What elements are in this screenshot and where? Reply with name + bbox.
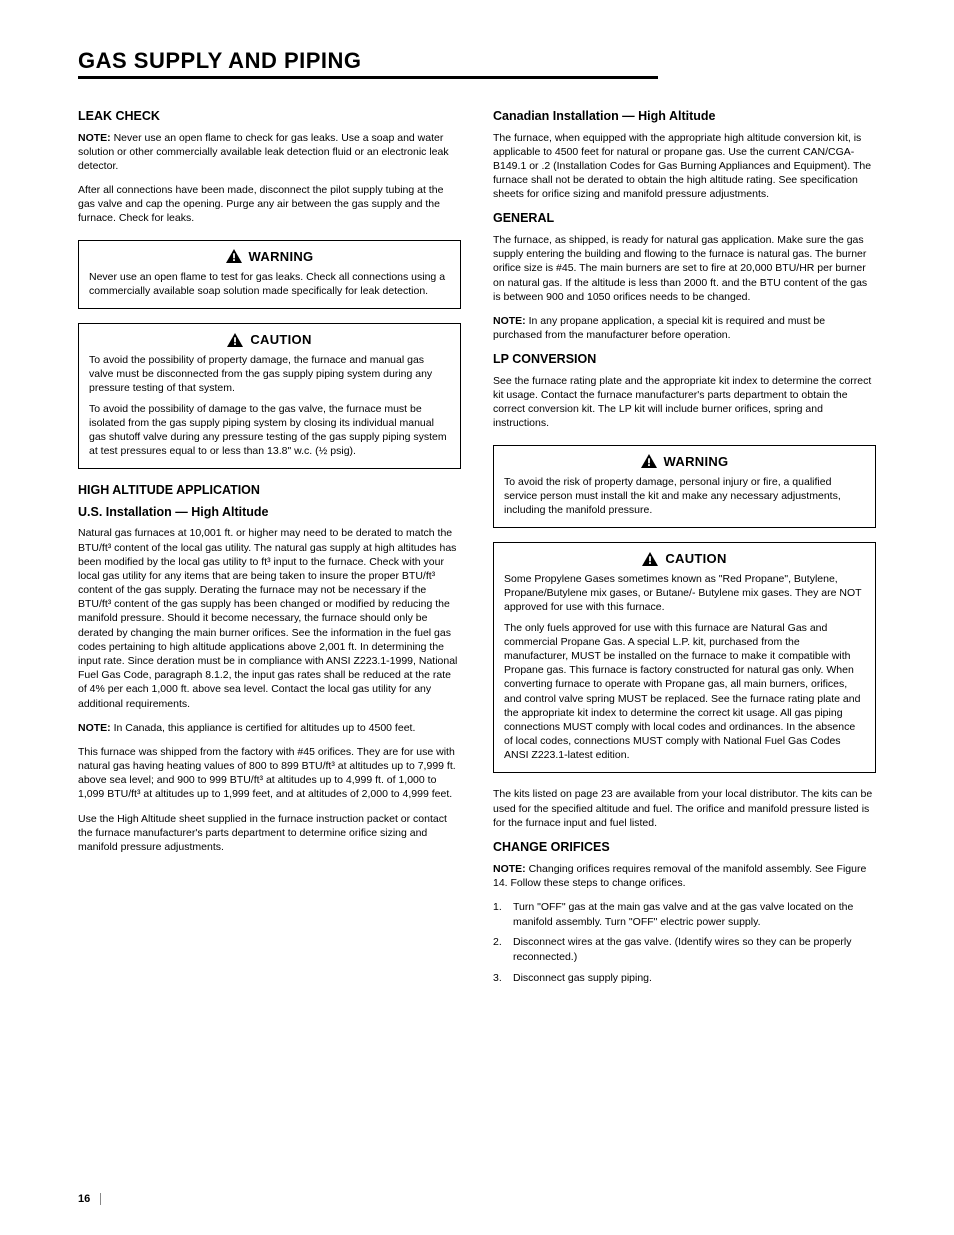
warning-text: Never use an open flame to test for gas …	[89, 270, 450, 298]
canada-note-text: In Canada, this appliance is certified f…	[111, 722, 416, 734]
high-altitude-heading: HIGH ALTITUDE APPLICATION	[78, 483, 461, 499]
note-label: NOTE:	[78, 132, 111, 144]
step-text: Disconnect wires at the gas valve. (Iden…	[513, 935, 876, 964]
step-item: 3. Disconnect gas supply piping.	[493, 971, 876, 986]
leak-check-note-text: Never use an open flame to check for gas…	[78, 132, 449, 172]
alert-triangle-icon	[641, 454, 657, 468]
warning-box-right: WARNING To avoid the risk of property da…	[493, 445, 876, 529]
propane-note-text: In any propane application, a special ki…	[493, 315, 825, 341]
high-altitude-subheading: U.S. Installation — High Altitude	[78, 505, 461, 521]
alert-triangle-icon	[226, 249, 242, 263]
general-para: The furnace, as shipped, is ready for na…	[493, 233, 876, 304]
warning-text-right: To avoid the risk of property damage, pe…	[504, 475, 865, 518]
leak-check-para2: After all connections have been made, di…	[78, 183, 461, 226]
caution-right-p1: Some Propylene Gases sometimes known as …	[504, 572, 865, 615]
caution-box-left: CAUTION To avoid the possibility of prop…	[78, 323, 461, 469]
manual-page: GAS SUPPLY AND PIPING LEAK CHECK NOTE: N…	[0, 0, 954, 1235]
kit-availability-para: The kits listed on page 23 are available…	[493, 787, 876, 830]
section-title: GAS SUPPLY AND PIPING	[78, 48, 658, 79]
change-orifices-heading: CHANGE ORIFICES	[493, 840, 876, 856]
warning-label-right: WARNING	[664, 454, 729, 469]
step-number: 3.	[493, 971, 507, 986]
high-altitude-p1: Natural gas furnaces at 10,001 ft. or hi…	[78, 526, 461, 710]
caution-label: CAUTION	[250, 332, 311, 347]
caution-right-p2: The only fuels approved for use with thi…	[504, 621, 865, 763]
caution-p1: To avoid the possibility of property dam…	[89, 353, 450, 396]
lp-conversion-heading: LP CONVERSION	[493, 352, 876, 368]
caution-label-right: CAUTION	[665, 551, 726, 566]
warning-box-header-right: WARNING	[504, 454, 865, 469]
altitude-sheet-para: Use the High Altitude sheet supplied in …	[78, 812, 461, 855]
change-orifices-note: NOTE: Changing orifices requires removal…	[493, 862, 876, 890]
note-label: NOTE:	[493, 863, 526, 875]
warning-label: WARNING	[249, 249, 314, 264]
leak-check-note: NOTE: Never use an open flame to check f…	[78, 131, 461, 174]
step-number: 2.	[493, 935, 507, 964]
step-text: Turn "OFF" gas at the main gas valve and…	[513, 900, 876, 929]
caution-box-header: CAUTION	[89, 332, 450, 347]
step-item: 2. Disconnect wires at the gas valve. (I…	[493, 935, 876, 964]
two-column-layout: LEAK CHECK NOTE: Never use an open flame…	[78, 99, 876, 991]
orifice-para: This furnace was shipped from the factor…	[78, 745, 461, 802]
leak-check-heading: LEAK CHECK	[78, 109, 461, 125]
caution-box-header-right: CAUTION	[504, 551, 865, 566]
canada-note: NOTE: In Canada, this appliance is certi…	[78, 721, 461, 735]
step-item: 1. Turn "OFF" gas at the main gas valve …	[493, 900, 876, 929]
caution-box-right: CAUTION Some Propylene Gases sometimes k…	[493, 542, 876, 773]
general-heading: GENERAL	[493, 211, 876, 227]
propane-note: NOTE: In any propane application, a spec…	[493, 314, 876, 342]
alert-triangle-icon	[227, 333, 243, 347]
change-orifices-note-text: Changing orifices requires removal of th…	[493, 863, 866, 889]
step-number: 1.	[493, 900, 507, 929]
left-column: LEAK CHECK NOTE: Never use an open flame…	[78, 99, 461, 991]
caution-p2: To avoid the possibility of damage to th…	[89, 402, 450, 459]
warning-box-header: WARNING	[89, 249, 450, 264]
canadian-para: The furnace, when equipped with the appr…	[493, 131, 876, 202]
note-label: NOTE:	[78, 722, 111, 734]
warning-box-left: WARNING Never use an open flame to test …	[78, 240, 461, 309]
alert-triangle-icon	[642, 552, 658, 566]
page-number: 16	[78, 1193, 101, 1205]
canadian-heading: Canadian Installation — High Altitude	[493, 109, 876, 125]
lp-conversion-para: See the furnace rating plate and the app…	[493, 374, 876, 431]
note-label: NOTE:	[493, 315, 526, 327]
right-column: Canadian Installation — High Altitude Th…	[493, 99, 876, 991]
step-text: Disconnect gas supply piping.	[513, 971, 652, 986]
